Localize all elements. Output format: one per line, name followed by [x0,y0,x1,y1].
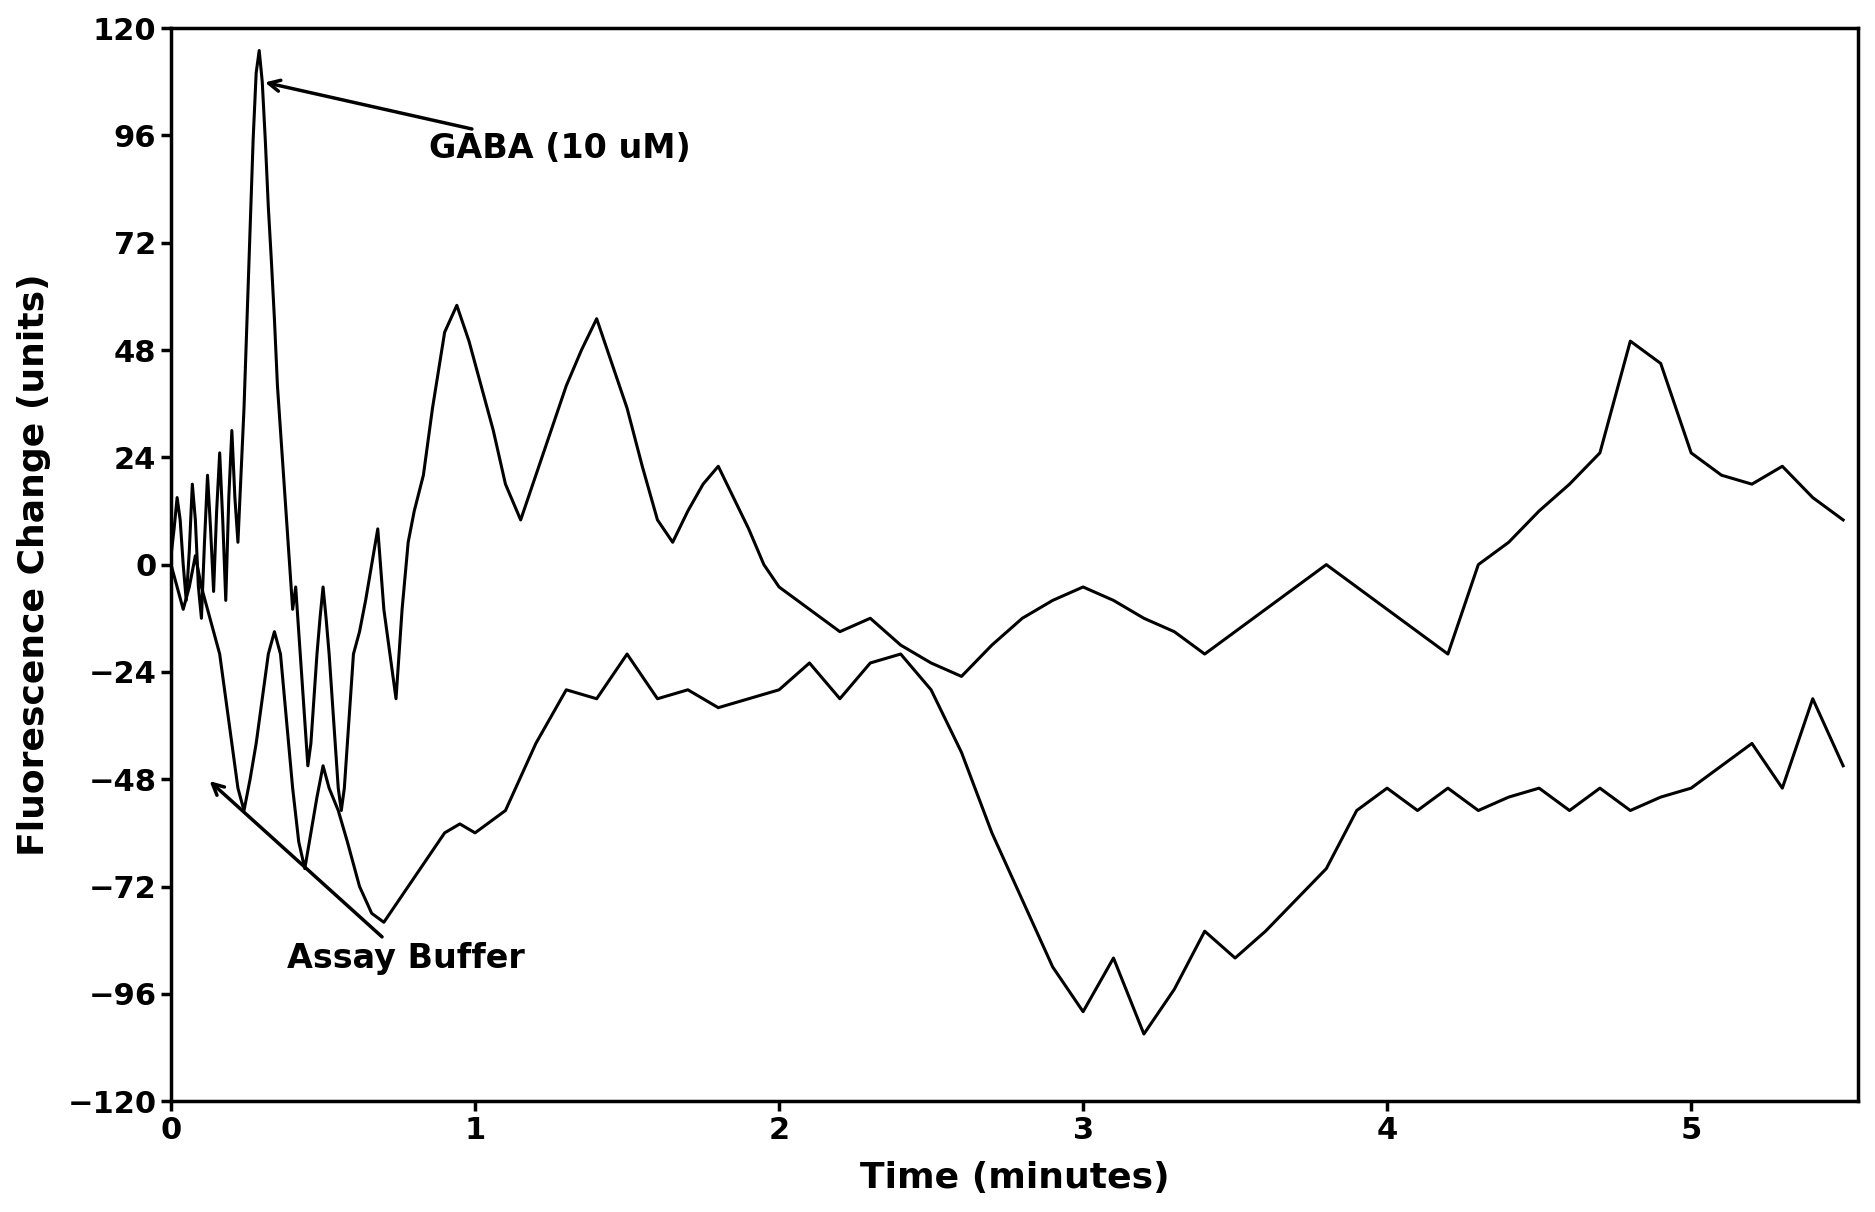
Y-axis label: Fluorescence Change (units): Fluorescence Change (units) [17,274,51,856]
Text: GABA (10 uM): GABA (10 uM) [268,80,692,165]
X-axis label: Time (minutes): Time (minutes) [861,1161,1170,1195]
Text: Assay Buffer: Assay Buffer [212,784,525,974]
